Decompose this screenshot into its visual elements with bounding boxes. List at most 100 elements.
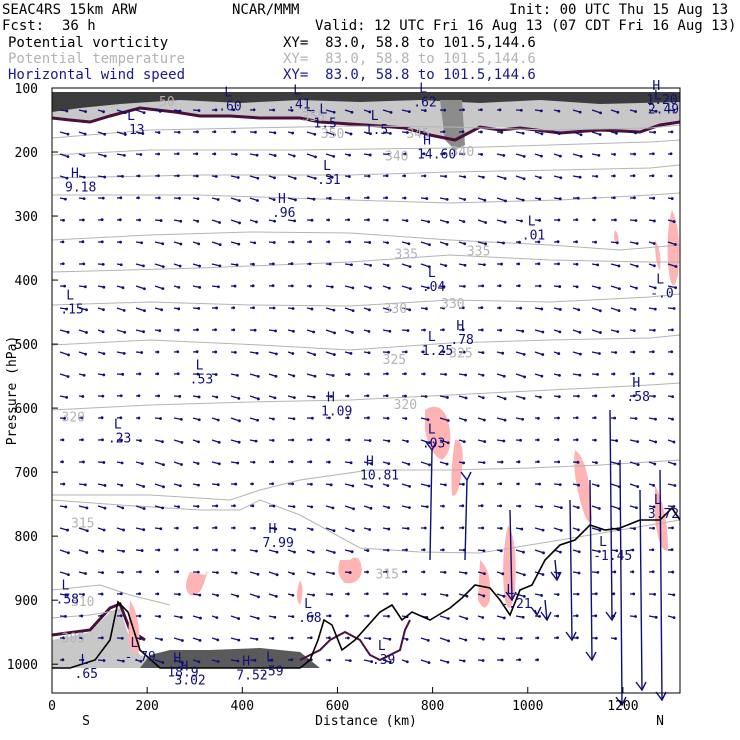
wind-arrow-828 [173, 659, 184, 665]
wind-arrow-48 [344, 131, 353, 136]
extremum-18: L.53 [190, 359, 213, 388]
wind-arrow-513 [401, 439, 409, 443]
wind-arrow-147 [344, 196, 351, 200]
wind-arrow-705 [287, 571, 295, 576]
theta-label-4: 340 [451, 145, 474, 160]
wind-arrow-354 [515, 329, 525, 333]
wind-arrow-299 [97, 307, 105, 312]
wind-arrow-578 [382, 483, 390, 488]
wind-arrow-747 [458, 593, 469, 598]
wind-arrow-847 [534, 658, 539, 662]
wind-arrow-612 [401, 505, 411, 510]
extremum-value-18: .53 [190, 373, 213, 388]
wind-arrow-786 [572, 614, 579, 618]
extremum-kind-12: L [528, 215, 536, 230]
wind-arrow-428 [667, 372, 674, 376]
wind-arrow-548 [439, 461, 449, 466]
extremum-15: L.15 [60, 288, 83, 317]
wind-arrow-90 [515, 153, 526, 158]
wind-arrow-328 [648, 307, 657, 311]
wind-arrow-76 [249, 153, 259, 157]
wind-arrow-219 [458, 241, 467, 246]
wind-arrow-165 [59, 218, 65, 222]
wind-arrow-97 [648, 152, 655, 156]
extremum-7: L1.5 [365, 109, 388, 138]
extremum-kind-15: L [66, 288, 74, 303]
wind-arrow-211 [306, 240, 312, 244]
wind-arrow-827 [154, 659, 165, 664]
wind-arrow-134 [97, 196, 105, 200]
wind-arrow-226 [591, 240, 598, 244]
wind-arrow-620 [553, 505, 563, 510]
wind-arrow-415 [420, 372, 426, 376]
wind-arrow-776 [382, 614, 390, 618]
wind-arrow-321 [515, 306, 523, 310]
wind-arrow-669 [230, 548, 236, 552]
wind-arrow-553 [534, 460, 540, 464]
wind-arrow-748 [477, 593, 486, 598]
wind-arrow-282 [401, 285, 412, 291]
wind-arrow-432 [116, 394, 123, 398]
wind-arrow-101 [97, 175, 107, 179]
wind-arrow-123 [515, 175, 526, 181]
wind-arrow-376 [306, 351, 317, 356]
wind-arrow-184 [420, 219, 431, 224]
wind-arrow-574 [306, 482, 313, 486]
extremum-kind-31: L [81, 653, 89, 668]
wind-arrow-212 [325, 240, 331, 244]
wind-arrow-807 [344, 636, 350, 640]
theta-contour-335 [51, 254, 680, 273]
wind-arrow-642 [344, 527, 355, 533]
wind-arrow-632 [154, 527, 163, 531]
extremum-value-13: .04 [422, 280, 446, 295]
wind-arrow-701 [211, 571, 219, 575]
theta-label-9: 325 [383, 353, 406, 368]
wind-arrow-207 [230, 241, 241, 246]
wind-arrow-361 [648, 328, 656, 332]
wind-arrow-811 [420, 637, 430, 642]
wind-arrow-793 [78, 636, 84, 640]
wind-arrow-367 [135, 351, 144, 354]
wind-arrow-161 [610, 196, 616, 200]
wind-arrow-604 [249, 504, 255, 508]
wind-arrow-166 [78, 218, 85, 222]
extremum-14: L-.0 [650, 272, 673, 301]
wind-arrow-68 [97, 153, 107, 158]
wind-arrow-124 [534, 175, 542, 180]
wind-arrow-723 [629, 570, 635, 574]
wind-arrow-554 [553, 460, 561, 464]
wind-arrow-749 [496, 593, 506, 598]
wind-arrow-371 [211, 350, 218, 354]
south-label: S [82, 714, 90, 729]
wind-arrow-754 [591, 592, 598, 596]
wind-arrow-538 [249, 460, 256, 464]
wind-arrow-767 [211, 615, 219, 620]
wind-arrow-236 [154, 263, 165, 269]
extremum-value-27: .58 [56, 592, 79, 607]
wind-arrow-275 [268, 284, 275, 288]
wind-arrow-795 [116, 636, 124, 640]
wind-arrow-516 [458, 439, 466, 444]
wind-arrow-13 [306, 109, 315, 113]
wind-arrow-617 [496, 504, 503, 508]
wind-arrow-326 [610, 307, 621, 312]
wind-arrow-70 [135, 153, 143, 156]
theta-contour-310 [51, 584, 171, 606]
wind-arrow-470 [211, 417, 220, 422]
wind-arrow-337 [192, 328, 199, 332]
wind-arrow-503 [211, 439, 221, 444]
wind-arrow-813 [458, 637, 468, 642]
wind-arrow-301 [135, 307, 146, 313]
y-tick-label-400: 400 [15, 274, 38, 289]
wind-arrow-56 [496, 130, 504, 134]
wind-arrow-387 [515, 351, 526, 356]
wind-arrow-310 [306, 307, 314, 311]
wind-arrow-455 [553, 395, 561, 399]
wind-arrow-244 [306, 262, 312, 266]
strong-wind-head-1 [460, 471, 472, 482]
wind-arrow-202 [135, 241, 144, 245]
extremum-kind-13: L [428, 266, 436, 281]
extremum-value-21: .23 [108, 432, 131, 447]
wind-arrow-176 [268, 219, 277, 223]
wind-arrow-303 [173, 307, 181, 311]
